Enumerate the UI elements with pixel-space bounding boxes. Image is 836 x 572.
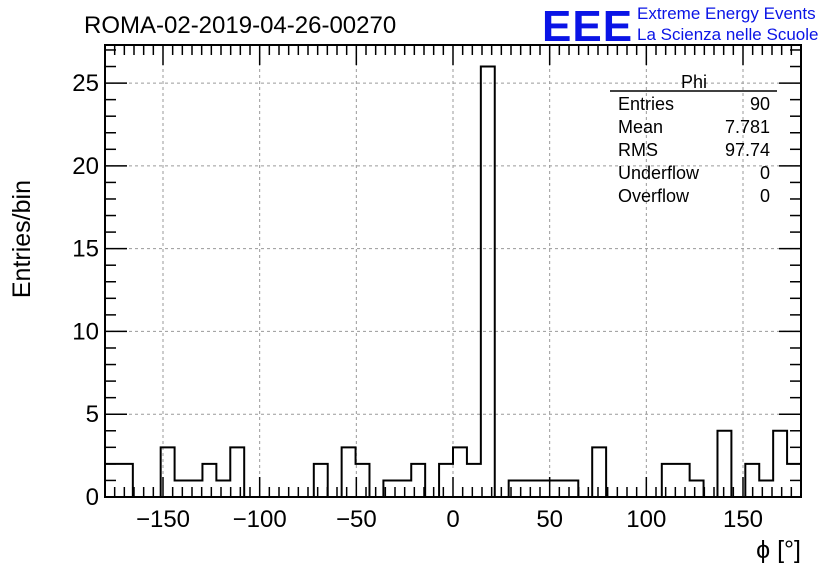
- stats-value-entries: 90: [750, 94, 770, 114]
- stats-value-overflow: 0: [760, 186, 770, 206]
- stats-label-overflow: Overflow: [618, 186, 690, 206]
- x-tick-label: 100: [626, 506, 666, 533]
- y-tick-label: 25: [72, 70, 99, 97]
- histogram-outline: [104, 65, 802, 498]
- x-tick-label: 0: [446, 506, 459, 533]
- x-tick-label: −150: [136, 506, 190, 533]
- x-tick-label: 50: [536, 506, 563, 533]
- x-tick-label: −50: [336, 506, 377, 533]
- x-tick-labels: −150 −100 −50 0 50 100 150: [136, 506, 763, 533]
- axis-ticks: [105, 45, 801, 497]
- stats-box: Phi Entries 90 Mean 7.781 RMS 97.74 Unde…: [610, 72, 777, 206]
- stats-title: Phi: [681, 72, 707, 92]
- stats-value-underflow: 0: [760, 163, 770, 183]
- logo-line-1: Extreme Energy Events: [637, 4, 816, 23]
- y-tick-label: 5: [86, 401, 99, 428]
- x-axis-label: ϕ [°]: [756, 536, 801, 564]
- y-axis-label: Entries/bin: [8, 180, 36, 298]
- stats-label-underflow: Underflow: [618, 163, 700, 183]
- x-tick-label: 150: [723, 506, 763, 533]
- grid-lines: [105, 45, 801, 497]
- stats-label-entries: Entries: [618, 94, 674, 114]
- y-tick-label: 20: [72, 153, 99, 180]
- y-tick-labels: 0 5 10 15 20 25: [72, 70, 99, 511]
- chart-title: ROMA-02-2019-04-26-00270: [84, 12, 396, 39]
- stats-label-rms: RMS: [618, 140, 658, 160]
- stats-value-rms: 97.74: [725, 140, 770, 160]
- logo-line-2: La Scienza nelle Scuole: [637, 25, 818, 44]
- stats-value-mean: 7.781: [725, 117, 770, 137]
- eee-logo-mark: EEE: [542, 2, 633, 51]
- y-tick-label: 0: [86, 484, 99, 511]
- eee-logo: EEE Extreme Energy Events La Scienza nel…: [542, 2, 818, 51]
- stats-label-mean: Mean: [618, 117, 663, 137]
- x-tick-label: −100: [233, 506, 287, 533]
- y-tick-label: 15: [72, 236, 99, 263]
- y-tick-label: 10: [72, 318, 99, 345]
